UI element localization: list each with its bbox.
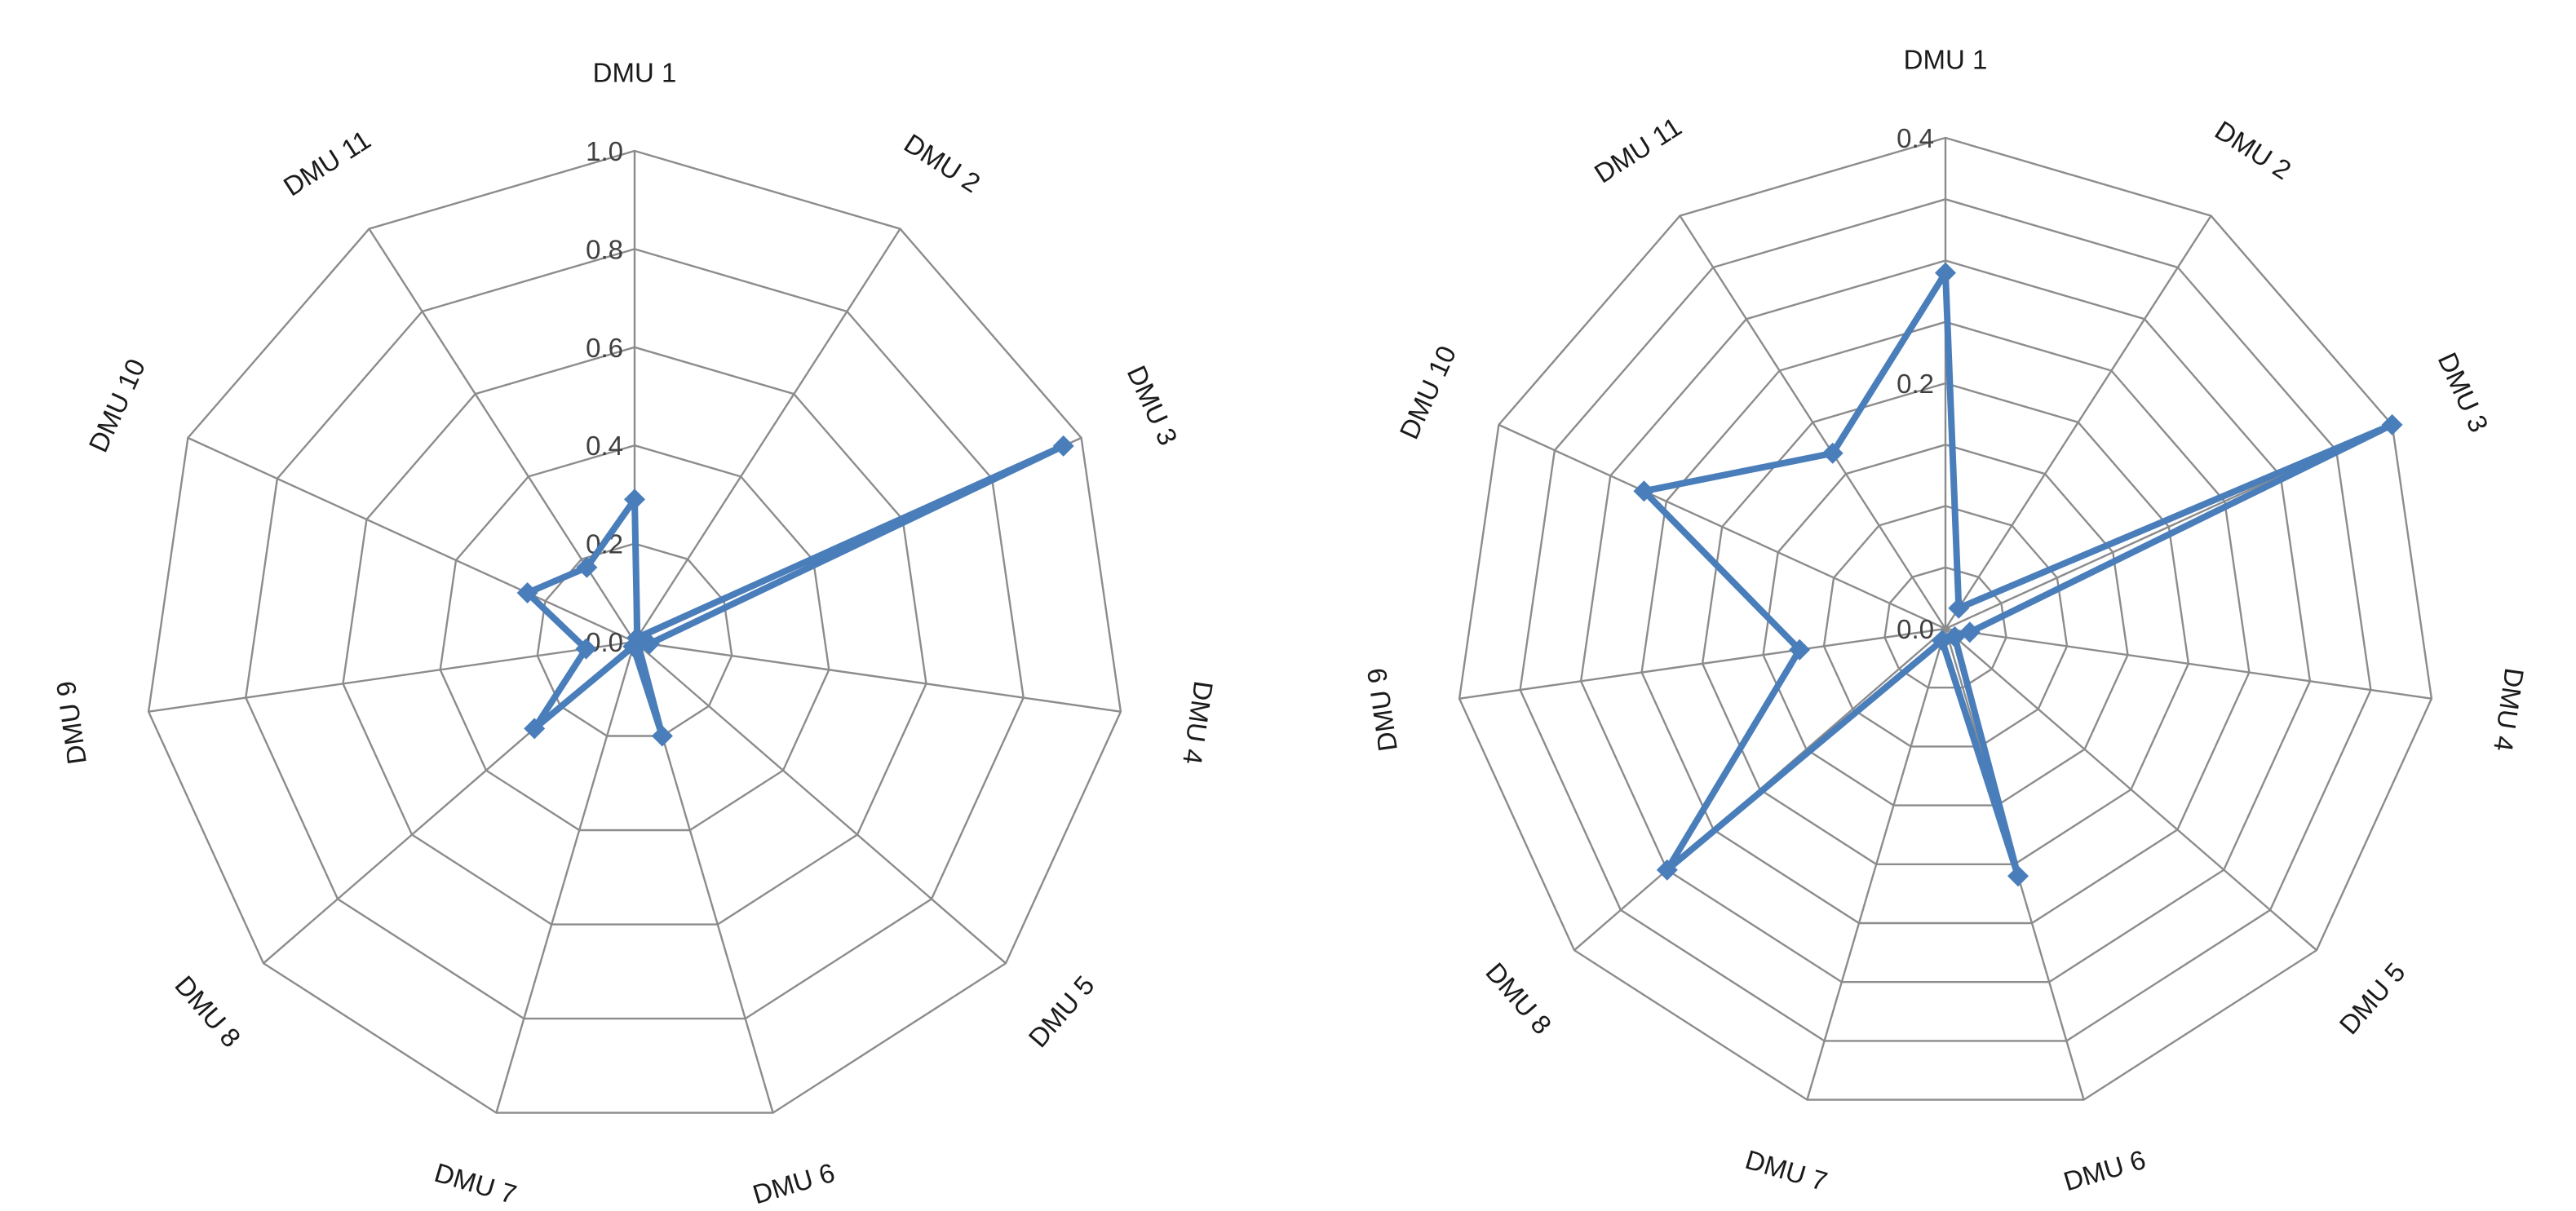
grid-ring (439, 444, 830, 832)
radar-chart-right: 0.0 0.2 0.4 DMU 1 DMU 2 DMU 3 DMU 4 DMU 5 DMU 6 D… (1361, 45, 2530, 1197)
data-point-marker (524, 718, 546, 740)
category-label: DMU 8 (1480, 957, 1557, 1040)
grid-spoke (634, 640, 1122, 713)
category-label: DMU 10 (1393, 341, 1462, 443)
axis-tick-label: 0.6 (586, 333, 623, 363)
axis-tick-label: 1.0 (586, 136, 623, 166)
grid-spoke (1945, 628, 2317, 952)
category-label: DMU 6 (750, 1157, 839, 1209)
grid-ring (536, 542, 733, 737)
category-label: DMU 8 (169, 970, 246, 1053)
grid-spoke (148, 640, 635, 713)
category-label: DMU 5 (2333, 957, 2410, 1040)
axis-tick-label: 0.8 (586, 234, 623, 264)
grid-spoke (1806, 628, 1947, 1100)
grid-spoke (1679, 214, 1947, 630)
grid-spoke (1458, 627, 1946, 700)
axis-tick-label: 0.4 (586, 431, 623, 461)
axis-tick-label: 0.2 (1897, 369, 1934, 399)
data-point-marker (1789, 639, 1811, 661)
data-point-marker (1935, 262, 1956, 284)
grid-spoke (634, 641, 1007, 965)
category-label: DMU 3 (2432, 348, 2494, 437)
grid-spoke (633, 228, 901, 643)
data-point-marker (1948, 597, 1970, 619)
category-label: DMU 4 (2488, 666, 2530, 754)
grid-ring (147, 149, 1122, 1114)
data-point-marker (2381, 413, 2403, 435)
grid-ring (1762, 444, 2129, 807)
grid-ring (1519, 198, 2372, 1042)
category-label: DMU 11 (278, 124, 376, 201)
grid-spoke (187, 436, 635, 643)
category-label: DMU 4 (1177, 679, 1219, 767)
data-point-marker (516, 582, 538, 603)
grid-ring (342, 346, 927, 926)
category-label: DMU 6 (2060, 1144, 2149, 1196)
grid-ring (1701, 382, 2190, 866)
category-label: DMU 3 (1122, 361, 1184, 450)
series-line (1640, 269, 2396, 880)
data-point-marker (624, 488, 645, 510)
category-label: DMU 2 (899, 128, 985, 199)
grid-spoke (1944, 214, 2212, 630)
axis-tick-label: 0.4 (1897, 123, 1934, 153)
category-label: DMU 5 (1022, 970, 1100, 1053)
category-label: DMU 1 (593, 58, 677, 88)
data-point-marker (575, 638, 597, 660)
grid-ring (1883, 566, 2007, 689)
grid-ring (1458, 136, 2433, 1101)
data-point-marker (1931, 630, 1953, 652)
category-label: DMU 9 (1361, 666, 1403, 754)
grid-spoke (1945, 627, 2432, 700)
data-point-marker (651, 725, 673, 747)
category-label: DMU 1 (1904, 45, 1988, 75)
category-label: DMU 9 (51, 679, 92, 767)
category-label: DMU 10 (82, 354, 151, 456)
data-point-marker (576, 556, 598, 578)
grid-spoke (495, 641, 636, 1113)
data-point-marker (1656, 859, 1678, 881)
data-point-marker (1052, 435, 1074, 457)
category-label: DMU 2 (2210, 115, 2296, 186)
series-line (524, 442, 1067, 740)
category-label: DMU 11 (1589, 111, 1687, 188)
axis-tick-label: 0.0 (1897, 614, 1934, 644)
category-label: DMU 7 (432, 1157, 520, 1209)
data-point-marker (1821, 442, 1843, 464)
grid-ring (245, 248, 1025, 1020)
data-point-marker (1633, 480, 1655, 502)
grid-ring (1579, 259, 2312, 983)
category-label: DMU 7 (1742, 1144, 1831, 1196)
data-point-marker (2007, 865, 2029, 887)
data-point-marker (622, 635, 644, 657)
grid-spoke (1498, 423, 1946, 630)
